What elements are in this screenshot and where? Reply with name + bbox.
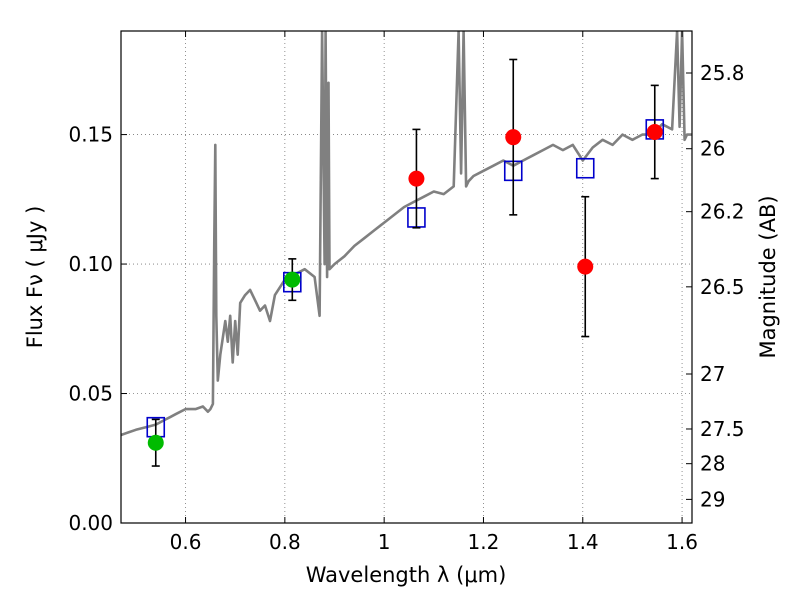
mag-tick-label: 27	[700, 362, 725, 386]
x-tick-label: 1	[378, 530, 391, 554]
plot-background	[121, 31, 692, 523]
x-tick-label: 0.6	[170, 530, 202, 554]
y2-axis-title: Magnitude (AB)	[756, 195, 780, 358]
mag-tick-label: 27.5	[700, 417, 745, 441]
red-point	[646, 123, 663, 140]
plot-frame	[120, 30, 693, 524]
mag-tick-label: 28	[700, 452, 725, 476]
red-point	[577, 258, 594, 275]
x-tick-label: 1.2	[468, 530, 500, 554]
model-box	[575, 157, 595, 179]
y-tick-label: 0.00	[68, 511, 113, 535]
x-axis-title: Wavelength λ (μm)	[306, 563, 507, 587]
x-tick-label: 0.8	[269, 530, 301, 554]
mag-tick-label: 26.2	[700, 200, 745, 224]
green-point	[284, 271, 301, 288]
red-point	[408, 170, 425, 187]
y-tick-label: 0.15	[68, 123, 113, 147]
mag-tick-label: 29	[700, 487, 725, 511]
mag-tick-label: 26.5	[700, 275, 745, 299]
mag-tick-label: 25.8	[700, 61, 745, 85]
y-tick-label: 0.05	[68, 382, 113, 406]
x-tick-label: 1.4	[567, 530, 599, 554]
red-point	[505, 129, 522, 146]
mag-tick-label: 26	[700, 137, 725, 161]
green-point	[147, 434, 164, 451]
spectrum-line	[121, 31, 692, 437]
y-tick-label: 0.10	[68, 252, 113, 276]
x-tick-label: 1.6	[666, 530, 698, 554]
y-axis-title: Flux Fν ( μJy )	[23, 206, 47, 349]
axes-ticks: 0.6 0.8 1 1.2 1.4 1.6 0.00 0.05 0.10 0.15 25.8 26 26…	[68, 31, 745, 554]
error-bars	[147, 58, 663, 467]
